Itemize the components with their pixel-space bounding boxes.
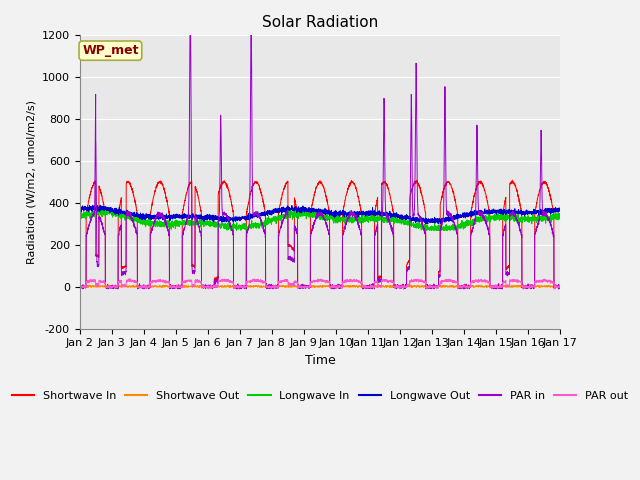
Longwave In [556, 212, 564, 217]
Line: Longwave In: Longwave In [80, 208, 560, 230]
Legend: Shortwave In, Shortwave Out, Longwave In, Longwave Out, PAR in, PAR out: Shortwave In, Shortwave Out, Longwave In… [7, 386, 633, 405]
Longwave In [556, 215, 564, 221]
Longwave In [94, 205, 102, 211]
Shortwave In [556, 284, 564, 290]
Line: Shortwave Out: Shortwave Out [80, 286, 560, 287]
Shortwave In [413, 177, 420, 183]
Line: PAR out: PAR out [80, 279, 560, 289]
Shortwave In [76, 284, 84, 289]
Shortwave Out [179, 284, 187, 290]
PAR in [556, 282, 564, 288]
PAR in [556, 286, 564, 291]
Shortwave In [179, 208, 187, 214]
Longwave Out [179, 214, 187, 220]
Longwave In [375, 218, 383, 224]
Longwave In [511, 217, 518, 223]
Shortwave In [556, 284, 564, 289]
Longwave Out [375, 209, 383, 215]
Shortwave In [367, 284, 374, 289]
PAR out [511, 279, 518, 285]
Shortwave Out [210, 284, 218, 290]
Longwave Out [96, 203, 104, 208]
Shortwave Out [319, 283, 326, 288]
PAR in [375, 278, 383, 284]
PAR in [76, 285, 84, 290]
Longwave In [367, 215, 374, 220]
Shortwave Out [84, 284, 92, 290]
PAR in [114, 286, 122, 292]
Longwave In [210, 223, 218, 228]
Title: Solar Radiation: Solar Radiation [262, 15, 378, 30]
Longwave Out [76, 206, 84, 212]
Longwave In [179, 223, 187, 228]
PAR out [399, 286, 407, 292]
Shortwave Out [76, 283, 84, 289]
Shortwave Out [556, 283, 564, 289]
PAR in [211, 283, 218, 289]
Text: WP_met: WP_met [82, 44, 139, 57]
PAR out [126, 276, 134, 282]
Longwave Out [424, 221, 431, 227]
Shortwave Out [367, 283, 374, 288]
Shortwave In [511, 181, 518, 187]
Line: PAR in: PAR in [80, 0, 560, 289]
PAR in [179, 232, 187, 238]
X-axis label: Time: Time [305, 354, 335, 367]
PAR out [367, 284, 374, 289]
Shortwave Out [511, 284, 518, 289]
Longwave Out [556, 206, 564, 212]
PAR out [76, 285, 84, 291]
Shortwave Out [375, 283, 383, 288]
PAR out [375, 281, 383, 287]
Shortwave In [210, 283, 218, 289]
PAR out [556, 284, 564, 289]
Line: Shortwave In: Shortwave In [80, 180, 560, 288]
Longwave In [223, 228, 231, 233]
Longwave Out [367, 211, 374, 216]
Longwave Out [556, 208, 564, 214]
Line: Longwave Out: Longwave Out [80, 205, 560, 224]
Longwave Out [511, 206, 518, 212]
PAR in [367, 284, 374, 289]
Shortwave In [375, 275, 383, 280]
Y-axis label: Radiation (W/m2, umol/m2/s): Radiation (W/m2, umol/m2/s) [26, 100, 36, 264]
PAR in [511, 212, 518, 217]
Shortwave Out [556, 283, 564, 289]
Shortwave In [77, 285, 85, 291]
PAR out [556, 285, 564, 290]
Longwave Out [210, 215, 218, 221]
PAR out [210, 284, 218, 290]
PAR out [179, 280, 187, 286]
Longwave In [76, 216, 84, 222]
